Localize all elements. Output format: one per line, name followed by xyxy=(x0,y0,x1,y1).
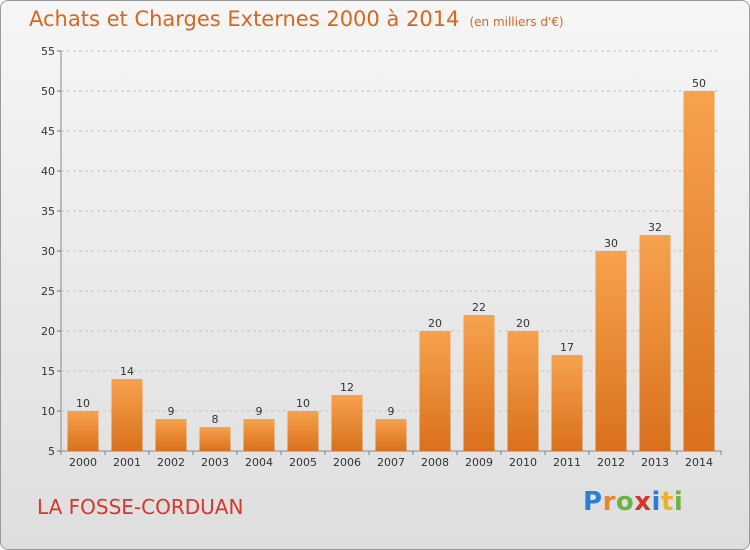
bar-2001 xyxy=(111,379,143,451)
bar-2003 xyxy=(199,427,231,451)
grid-lines xyxy=(61,50,721,412)
x-tick-label-2005: 2005 xyxy=(289,456,317,469)
x-tick-label-2003: 2003 xyxy=(201,456,229,469)
value-label-2004: 9 xyxy=(256,405,263,418)
y-tick-label: 40 xyxy=(41,165,55,178)
value-label-2014: 50 xyxy=(692,77,706,90)
value-label-2001: 14 xyxy=(120,365,134,378)
value-label-2008: 20 xyxy=(428,317,442,330)
bar-2013 xyxy=(639,235,671,451)
x-tick-label-2004: 2004 xyxy=(245,456,273,469)
value-label-2010: 20 xyxy=(516,317,530,330)
x-tick-label-2013: 2013 xyxy=(641,456,669,469)
x-tick-label-2000: 2000 xyxy=(69,456,97,469)
value-label-2003: 8 xyxy=(212,413,219,426)
y-tick-label: 10 xyxy=(41,405,55,418)
proxiti-logo: Proxiti xyxy=(583,487,684,517)
y-tick-label: 5 xyxy=(48,445,55,458)
x-tick-label-2006: 2006 xyxy=(333,456,361,469)
y-tick-label: 30 xyxy=(41,245,55,258)
y-tick-label: 25 xyxy=(41,285,55,298)
bar-2010 xyxy=(507,331,539,451)
commune-name: LA FOSSE-CORDUAN xyxy=(37,495,244,519)
y-tick-label: 55 xyxy=(41,45,55,58)
bar-2004 xyxy=(243,419,275,451)
bar-2005 xyxy=(287,411,319,451)
x-tick-label-2014: 2014 xyxy=(685,456,713,469)
y-tick-label: 45 xyxy=(41,125,55,138)
x-tick-label-2009: 2009 xyxy=(465,456,493,469)
x-tick-label-2001: 2001 xyxy=(113,456,141,469)
bar-2014 xyxy=(683,91,715,451)
y-tick-label: 35 xyxy=(41,205,55,218)
bar-2006 xyxy=(331,395,363,451)
value-label-2005: 10 xyxy=(296,397,310,410)
value-label-2009: 22 xyxy=(472,301,486,314)
bar-2007 xyxy=(375,419,407,451)
bar-2011 xyxy=(551,355,583,451)
x-tick-label-2011: 2011 xyxy=(553,456,581,469)
y-tick-label: 50 xyxy=(41,85,55,98)
value-label-2002: 9 xyxy=(168,405,175,418)
bar-2008 xyxy=(419,331,451,451)
bar-2009 xyxy=(463,315,495,451)
bars xyxy=(67,91,715,451)
value-label-2000: 10 xyxy=(76,397,90,410)
value-label-2006: 12 xyxy=(340,381,354,394)
chart-title: Achats et Charges Externes 2000 à 2014 (e… xyxy=(29,7,564,31)
x-tick-label-2008: 2008 xyxy=(421,456,449,469)
x-tick-label-2002: 2002 xyxy=(157,456,185,469)
labels: 5 10 15 20 25 30 35 40 45 50 55 2000 10 2001 14 2002 9 20… xyxy=(41,45,713,469)
bar-2002 xyxy=(155,419,187,451)
chart-subtitle: (en milliers d'€) xyxy=(469,15,564,29)
y-tick-label: 15 xyxy=(41,365,55,378)
x-tick-label-2012: 2012 xyxy=(597,456,625,469)
x-tick-label-2010: 2010 xyxy=(509,456,537,469)
chart-title-text: Achats et Charges Externes 2000 à 2014 xyxy=(29,7,460,31)
bar-2012 xyxy=(595,251,627,451)
bar-2000 xyxy=(67,411,99,451)
y-tick-label: 20 xyxy=(41,325,55,338)
value-label-2011: 17 xyxy=(560,341,574,354)
value-label-2007: 9 xyxy=(388,405,395,418)
value-label-2012: 30 xyxy=(604,237,618,250)
value-label-2013: 32 xyxy=(648,221,662,234)
x-tick-label-2007: 2007 xyxy=(377,456,405,469)
